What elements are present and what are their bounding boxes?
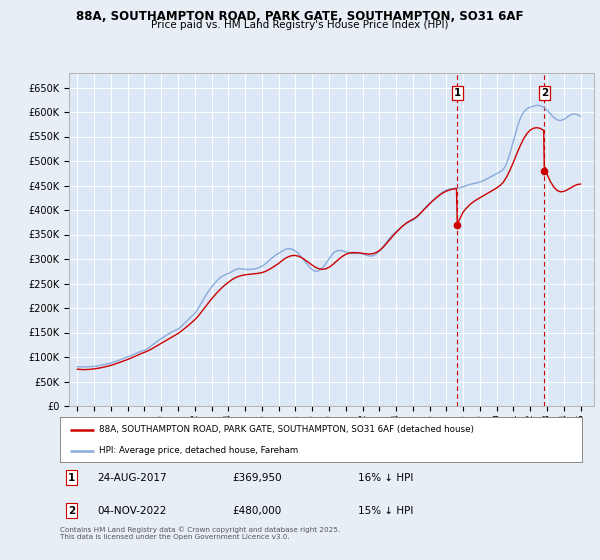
Text: 2: 2 (68, 506, 75, 516)
Text: 15% ↓ HPI: 15% ↓ HPI (358, 506, 413, 516)
Text: £480,000: £480,000 (232, 506, 281, 516)
Text: Contains HM Land Registry data © Crown copyright and database right 2025.
This d: Contains HM Land Registry data © Crown c… (60, 526, 340, 540)
Text: 88A, SOUTHAMPTON ROAD, PARK GATE, SOUTHAMPTON, SO31 6AF: 88A, SOUTHAMPTON ROAD, PARK GATE, SOUTHA… (76, 10, 524, 23)
Text: 1: 1 (68, 473, 75, 483)
Text: 16% ↓ HPI: 16% ↓ HPI (358, 473, 413, 483)
Text: 1: 1 (454, 88, 461, 98)
Text: 04-NOV-2022: 04-NOV-2022 (98, 506, 167, 516)
Text: 24-AUG-2017: 24-AUG-2017 (98, 473, 167, 483)
Text: Price paid vs. HM Land Registry's House Price Index (HPI): Price paid vs. HM Land Registry's House … (151, 20, 449, 30)
Text: 88A, SOUTHAMPTON ROAD, PARK GATE, SOUTHAMPTON, SO31 6AF (detached house): 88A, SOUTHAMPTON ROAD, PARK GATE, SOUTHA… (99, 425, 474, 434)
Text: £369,950: £369,950 (232, 473, 282, 483)
Text: HPI: Average price, detached house, Fareham: HPI: Average price, detached house, Fare… (99, 446, 298, 455)
Text: 2: 2 (541, 88, 548, 98)
